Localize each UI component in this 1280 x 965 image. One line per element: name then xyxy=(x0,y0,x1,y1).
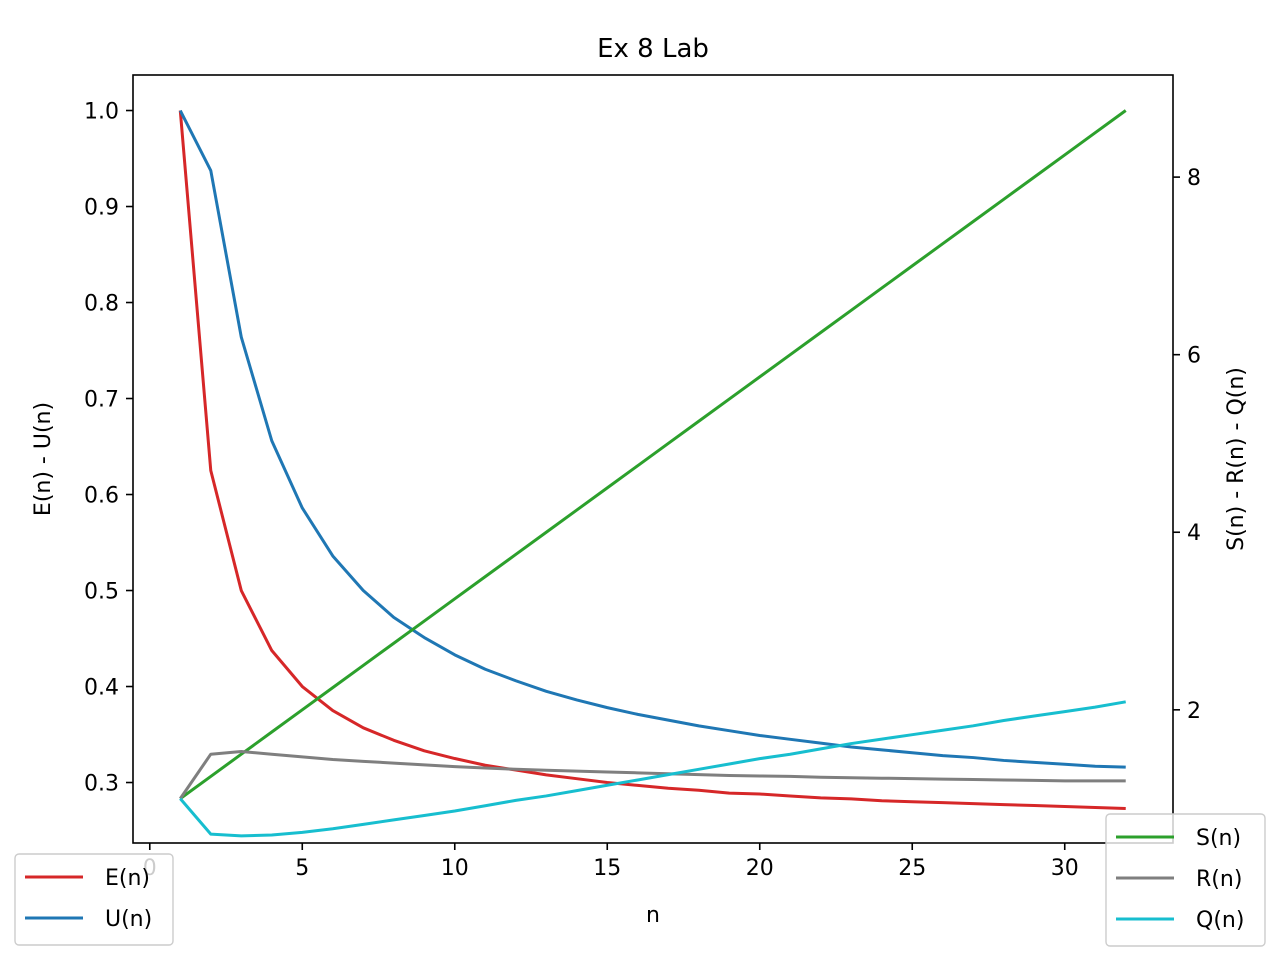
series-line-s-n xyxy=(179,109,1127,800)
x-tick-label: 15 xyxy=(593,856,621,881)
y-axis-left-label: E(n) - U(n) xyxy=(31,402,56,516)
series-line-e-n xyxy=(178,110,1126,810)
y-left-tick-label: 0.8 xyxy=(84,292,119,317)
x-tick-label: 30 xyxy=(1051,856,1079,881)
y-left-tick-label: 0.5 xyxy=(84,580,119,605)
y-left-tick-label: 0.6 xyxy=(84,484,119,509)
plot-frame xyxy=(132,74,1174,844)
legend-label-q-n: Q(n) xyxy=(1196,908,1244,933)
legend-label-r-n: R(n) xyxy=(1196,867,1242,892)
legend-box xyxy=(1105,813,1266,947)
legend-right: S(n) R(n) Q(n) xyxy=(1105,813,1266,947)
y-axis-right: 2 4 6 8 xyxy=(1173,166,1201,724)
y-left-tick-label: 0.4 xyxy=(84,676,119,701)
series-line-q-n xyxy=(179,700,1126,838)
legend-label-e-n: E(n) xyxy=(105,866,150,891)
x-tick-label: 20 xyxy=(746,856,774,881)
y-left-tick-label: 1.0 xyxy=(84,100,119,125)
plot-lines xyxy=(178,109,1127,838)
y-right-tick-label: 6 xyxy=(1187,344,1201,369)
y-right-tick-label: 8 xyxy=(1187,166,1201,191)
y-left-tick-label: 0.3 xyxy=(84,772,119,797)
y-left-tick-label: 0.9 xyxy=(84,196,119,221)
legend-left: E(n) U(n) xyxy=(14,853,174,946)
x-tick-label: 10 xyxy=(441,856,469,881)
x-tick-label: 25 xyxy=(898,856,926,881)
y-axis-right-label: S(n) - R(n) - Q(n) xyxy=(1224,367,1249,551)
y-left-tick-label: 0.7 xyxy=(84,388,119,413)
y-right-tick-label: 4 xyxy=(1187,521,1201,546)
x-axis-label: n xyxy=(646,903,660,928)
y-right-tick-label: 2 xyxy=(1187,699,1201,724)
chart-title: Ex 8 Lab xyxy=(597,34,709,64)
series-line-r-n xyxy=(179,750,1126,800)
x-axis: 051015202530 xyxy=(143,843,1079,881)
y-axis-left: 0.3 0.4 0.5 0.6 0.7 0.8 0.9 1.0 xyxy=(84,100,133,797)
x-tick-label: 5 xyxy=(295,856,309,881)
legend-label-u-n: U(n) xyxy=(105,907,152,932)
series-line-u-n xyxy=(178,109,1126,769)
legend-label-s-n: S(n) xyxy=(1196,826,1241,851)
